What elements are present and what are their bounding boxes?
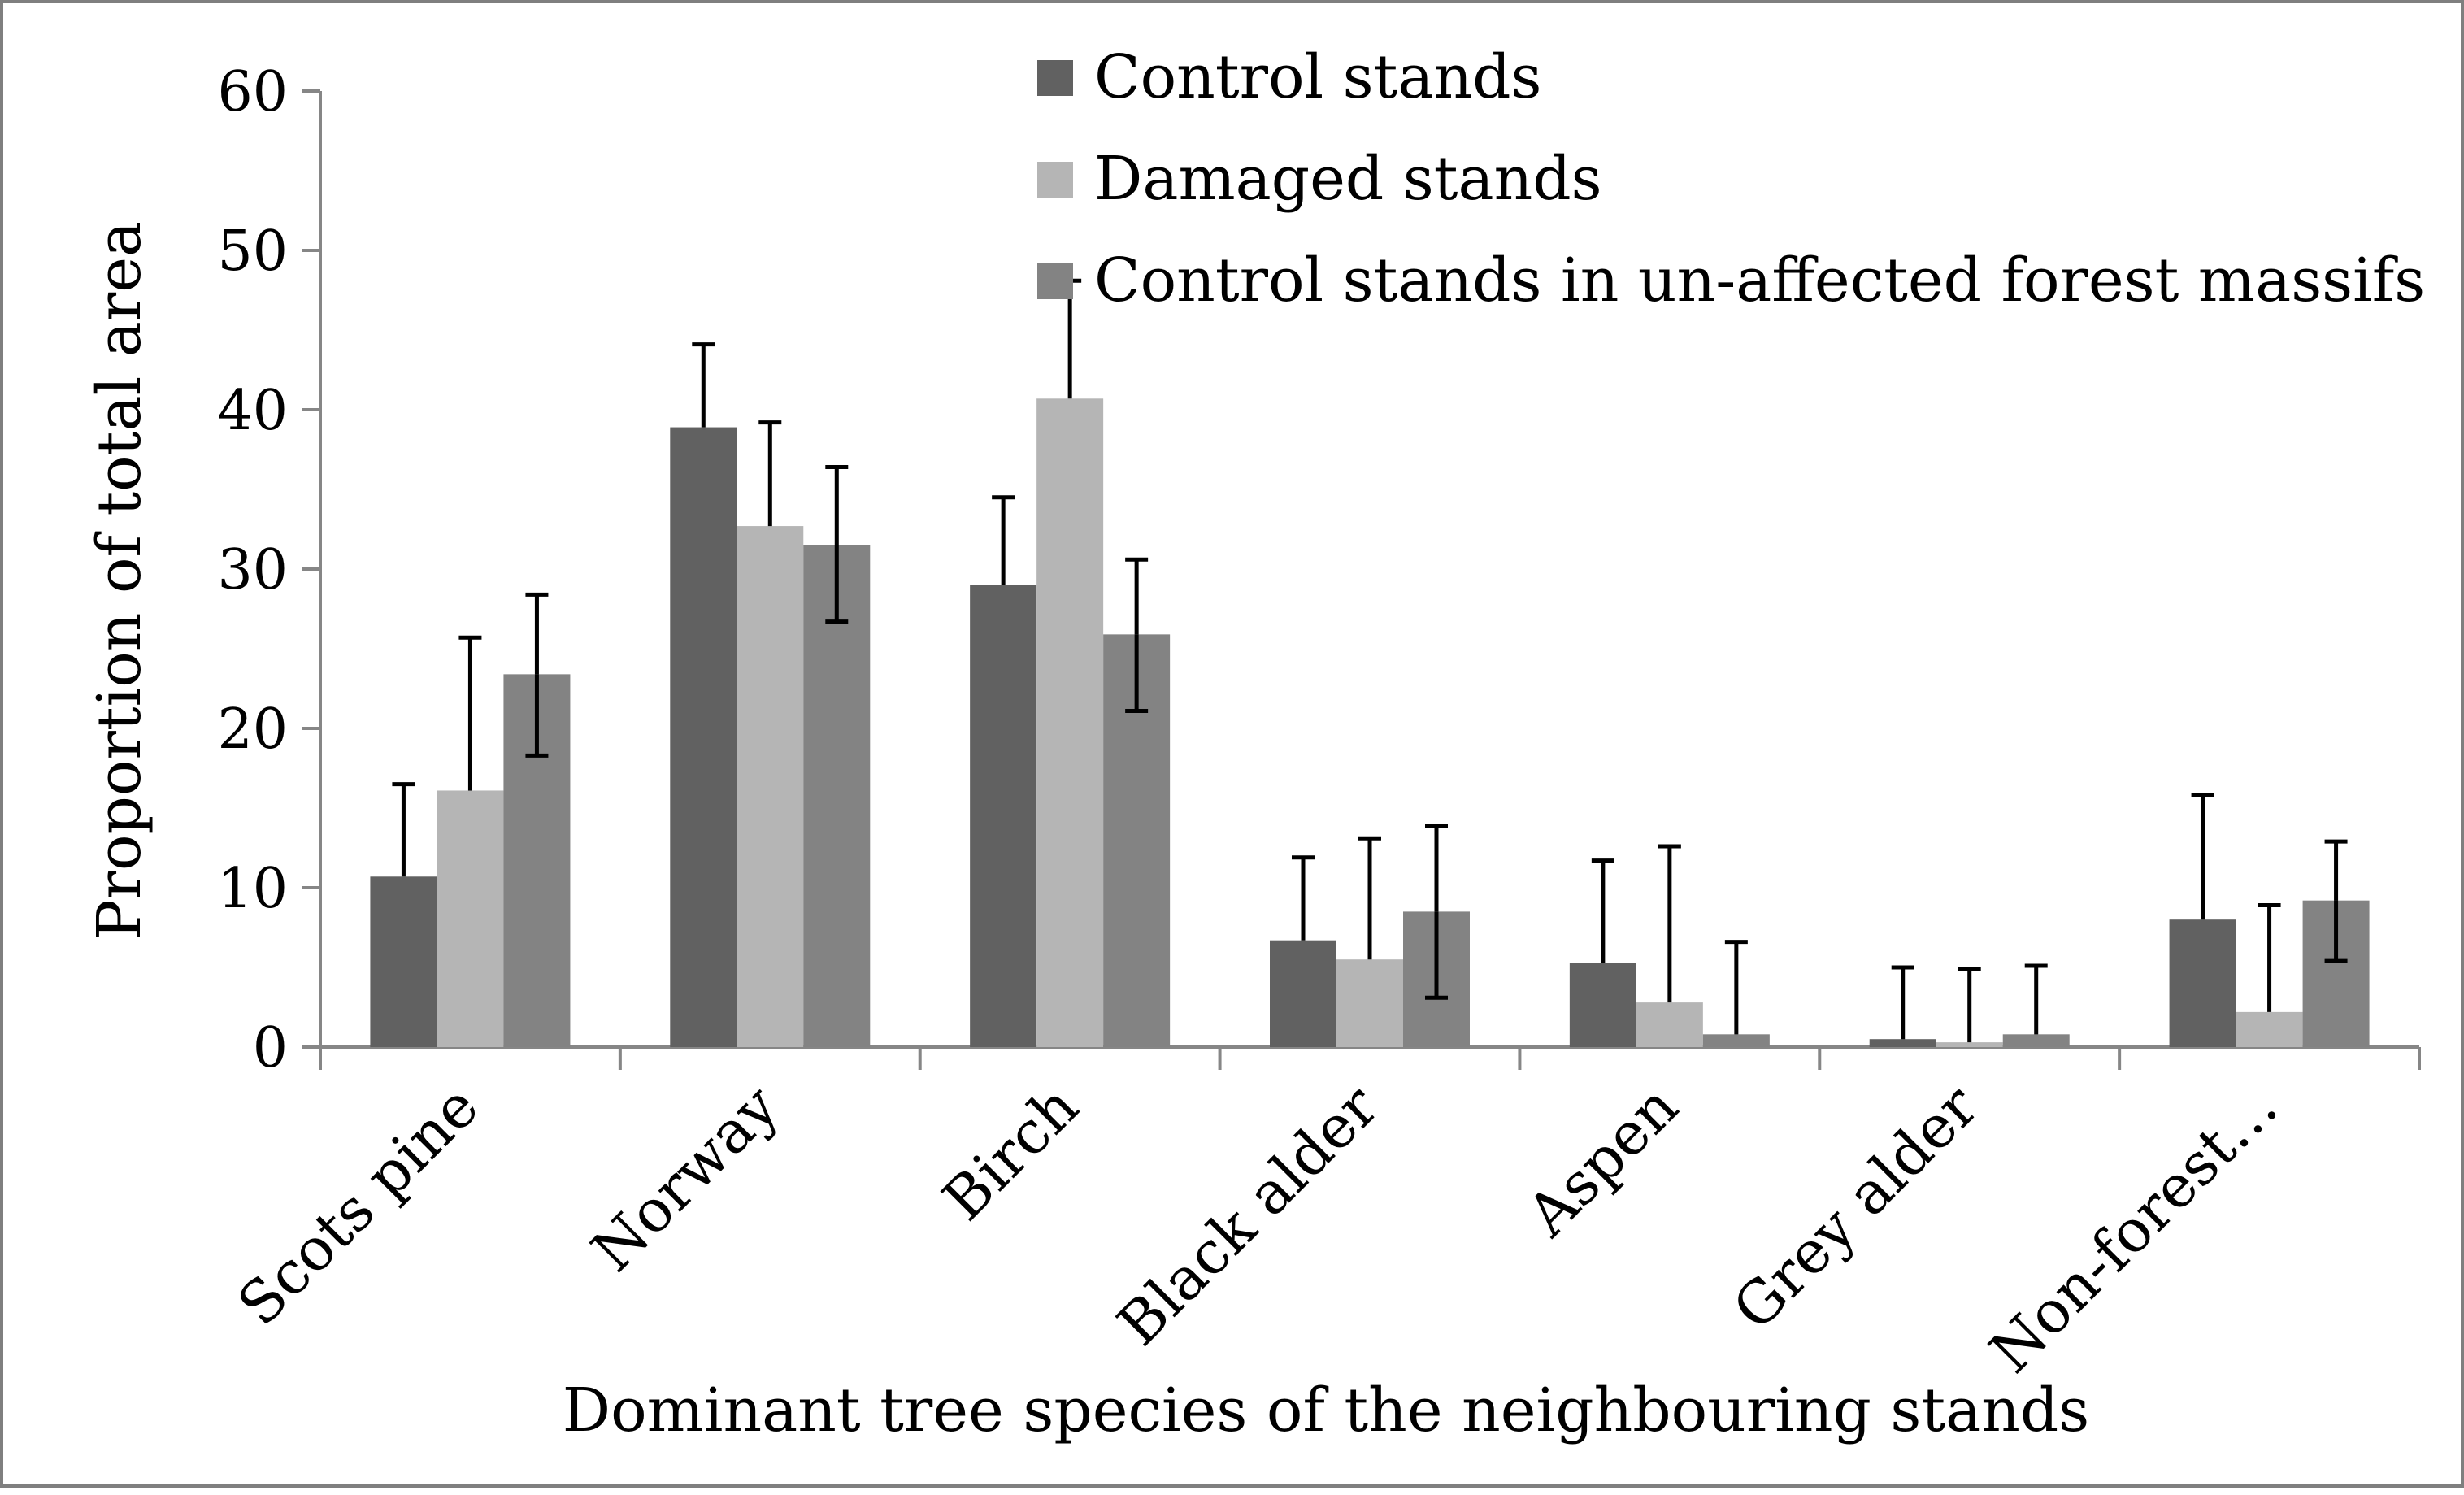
x-tick-label: Birch: [929, 1072, 1091, 1234]
bar: [2169, 919, 2236, 1047]
y-axis-title: Proportion of total area: [85, 221, 154, 940]
x-axis-title: Dominant tree species of the neighbourin…: [563, 1375, 2090, 1445]
x-tick-label: Scots pine: [224, 1072, 491, 1339]
y-tick-label: 60: [217, 60, 288, 124]
y-tick-label: 0: [253, 1016, 288, 1080]
legend: Control stands Damaged stands Control stan…: [1037, 42, 2425, 315]
bar: [970, 585, 1037, 1047]
bar: [1569, 963, 1636, 1047]
bar: [2002, 1034, 2070, 1047]
bar: [1936, 1042, 2003, 1047]
bar: [803, 545, 871, 1047]
bar: [370, 876, 437, 1047]
x-tick-label: Non-forest…: [1977, 1072, 2291, 1386]
bar: [2236, 1011, 2303, 1047]
legend-label: Control stands in un-affected forest mas…: [1094, 246, 2425, 315]
bar: [1636, 1002, 1703, 1047]
x-tick-label: Grey alder: [1720, 1071, 1992, 1343]
bar: [670, 427, 737, 1047]
legend-swatch: [1037, 263, 1073, 299]
bar: [1270, 940, 1336, 1047]
legend-label: Control stands: [1094, 42, 1542, 112]
bar: [437, 790, 504, 1047]
bar: [1869, 1039, 1936, 1047]
bar: [1702, 1034, 1770, 1047]
bar: [737, 526, 804, 1047]
y-axis: 0 10 20 30 40 50 60: [217, 60, 322, 1080]
y-tick-label: 20: [217, 698, 288, 762]
bar: [1036, 398, 1104, 1047]
y-tick-label: 50: [217, 219, 288, 284]
x-tick-label: Black alder: [1104, 1071, 1391, 1358]
x-tick-label: Norway: [579, 1071, 792, 1284]
y-tick-label: 10: [217, 857, 288, 921]
y-tick-label: 40: [217, 379, 288, 443]
category-labels: Scots pine Norway Birch Black alder Aspen Gre…: [224, 1071, 2290, 1385]
bar-chart: 0 10 20 30 40 50 60 Scots pine Norway Birch Black…: [85, 42, 2425, 1445]
legend-label: Damaged stands: [1094, 144, 1602, 214]
bar: [1336, 959, 1403, 1047]
legend-swatch: [1037, 162, 1073, 198]
error-bars: [392, 278, 2348, 1043]
x-tick-label: Aspen: [1513, 1072, 1691, 1250]
x-axis: [319, 1045, 2421, 1070]
y-tick-label: 30: [217, 538, 288, 602]
legend-swatch: [1037, 60, 1073, 96]
